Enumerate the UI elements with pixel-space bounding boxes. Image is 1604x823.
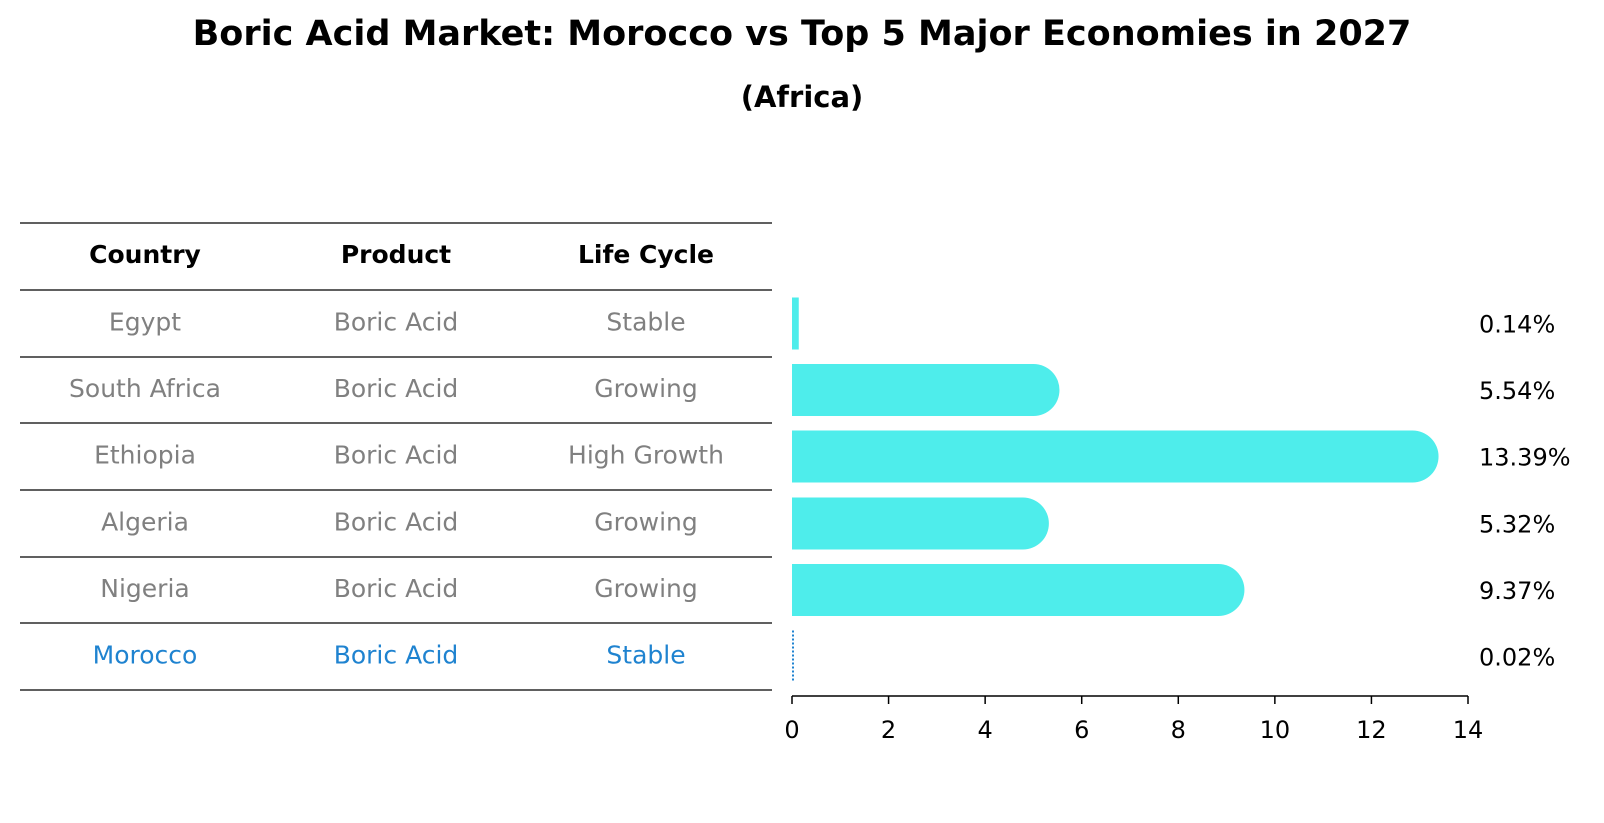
bar-ethiopia — [792, 430, 1439, 483]
table-cell-life-cycle: High Growth — [568, 441, 724, 470]
chart-title: Boric Acid Market: Morocco vs Top 5 Majo… — [192, 14, 1412, 54]
table-cell-product: Boric Acid — [334, 441, 459, 470]
x-tick-label: 0 — [784, 716, 799, 744]
x-tick-label: 14 — [1453, 716, 1484, 744]
bar-value-label: 5.54% — [1479, 377, 1555, 405]
x-tick-label: 10 — [1260, 716, 1291, 744]
table-cell-life-cycle: Growing — [594, 508, 698, 537]
x-tick-label: 6 — [1074, 716, 1089, 744]
table-cell-country: Egypt — [109, 308, 181, 337]
table-cell-country: Ethiopia — [94, 441, 196, 470]
table-cell-product: Boric Acid — [334, 641, 459, 670]
header-life-cycle: Life Cycle — [578, 240, 714, 269]
table-cell-life-cycle: Growing — [594, 374, 698, 403]
table-cell-life-cycle: Stable — [606, 308, 685, 337]
bar-value-label: 9.37% — [1479, 577, 1555, 605]
chart-subtitle: (Africa) — [740, 80, 864, 114]
table-cell-life-cycle: Growing — [594, 574, 698, 603]
table-cell-product: Boric Acid — [334, 574, 459, 603]
header-country: Country — [89, 240, 201, 269]
bar-egypt — [792, 297, 799, 350]
x-tick-label: 12 — [1356, 716, 1387, 744]
bar-south-africa — [792, 364, 1060, 416]
table-cell-product: Boric Acid — [334, 374, 459, 403]
table-cell-country: Algeria — [101, 508, 189, 537]
bar-value-label: 0.02% — [1479, 644, 1555, 672]
table-cell-life-cycle: Stable — [606, 641, 685, 670]
x-tick-label: 4 — [978, 716, 993, 744]
bar-value-label: 5.32% — [1479, 511, 1555, 539]
x-tick-label: 8 — [1171, 716, 1186, 744]
bar-value-label: 0.14% — [1479, 311, 1555, 339]
x-tick-label: 2 — [881, 716, 896, 744]
table-cell-country: Nigeria — [100, 574, 189, 603]
table-cell-country: South Africa — [69, 374, 221, 403]
bar-algeria — [792, 497, 1049, 550]
table-cell-product: Boric Acid — [334, 308, 459, 337]
bar-value-label: 13.39% — [1479, 444, 1571, 472]
header-product: Product — [341, 240, 451, 269]
table-cell-product: Boric Acid — [334, 508, 459, 537]
bar-nigeria — [792, 564, 1245, 616]
table-cell-country: Morocco — [93, 641, 198, 670]
